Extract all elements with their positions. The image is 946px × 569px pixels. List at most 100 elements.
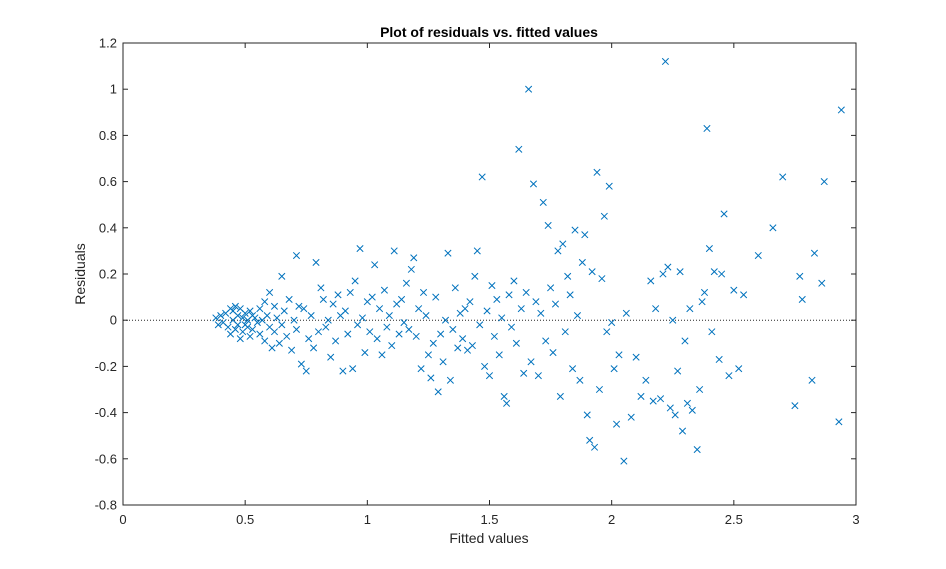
- data-markers: [212, 57, 845, 465]
- chart-title: Plot of residuals vs. fitted values: [380, 24, 598, 40]
- data-point-marker: [510, 277, 518, 285]
- data-point-marker: [285, 295, 293, 303]
- data-point-marker: [779, 173, 787, 181]
- data-point-marker: [598, 275, 606, 283]
- data-point-marker: [656, 395, 665, 403]
- data-point-marker: [586, 436, 594, 444]
- data-point-marker: [769, 224, 777, 232]
- data-point-marker: [461, 305, 469, 313]
- data-point-marker: [569, 365, 577, 373]
- data-point-marker: [385, 312, 393, 320]
- y-tick-label: 0.2: [99, 267, 117, 282]
- y-tick-label: -0.6: [95, 451, 117, 466]
- data-point-marker: [532, 298, 540, 306]
- data-point-marker: [429, 339, 437, 347]
- data-point-marker: [583, 411, 591, 419]
- data-point-marker: [283, 332, 291, 340]
- data-point-marker: [234, 312, 242, 320]
- data-point-marker: [593, 168, 601, 176]
- data-point-marker: [444, 249, 452, 257]
- data-point-marker: [498, 314, 506, 322]
- data-point-marker: [664, 263, 672, 271]
- data-point-marker: [400, 318, 408, 327]
- data-point-marker: [615, 351, 623, 359]
- data-point-marker: [295, 302, 303, 310]
- data-point-marker: [266, 288, 274, 297]
- data-point-marker: [251, 314, 259, 322]
- data-point-marker: [603, 328, 611, 336]
- data-point-marker: [356, 245, 364, 253]
- data-point-marker: [244, 323, 252, 331]
- x-tick-label: 3: [852, 512, 859, 527]
- data-point-marker: [351, 277, 359, 285]
- data-point-marker: [551, 300, 560, 308]
- data-point-marker: [537, 309, 545, 317]
- data-point-marker: [214, 321, 222, 329]
- data-point-marker: [424, 351, 432, 359]
- data-point-marker: [378, 351, 386, 359]
- data-point-marker: [253, 318, 261, 327]
- data-point-marker: [588, 268, 596, 276]
- x-tick-label: 1.5: [480, 512, 498, 527]
- data-point-marker: [422, 312, 430, 320]
- data-point-marker: [612, 420, 621, 428]
- data-point-marker: [270, 328, 279, 336]
- data-point-marker: [390, 247, 398, 255]
- data-point-marker: [696, 385, 704, 394]
- data-point-marker: [490, 332, 498, 340]
- data-point-marker: [810, 249, 819, 257]
- data-point-marker: [478, 173, 486, 181]
- plot-frame: [122, 42, 857, 506]
- data-point-marker: [605, 182, 613, 190]
- x-tick-label: 0: [119, 512, 126, 527]
- data-point-marker: [571, 226, 579, 234]
- data-point-marker: [280, 307, 288, 315]
- data-point-marker: [322, 323, 330, 331]
- data-point-marker: [581, 231, 589, 239]
- data-point-marker: [818, 279, 826, 287]
- data-point-marker: [332, 337, 340, 345]
- data-point-marker: [517, 305, 525, 313]
- data-point-marker: [647, 277, 655, 285]
- data-point-marker: [754, 251, 762, 260]
- data-point-marker: [441, 316, 450, 324]
- data-point-marker: [620, 457, 628, 465]
- data-point-marker: [534, 372, 542, 380]
- data-point-marker: [600, 212, 608, 220]
- data-point-marker: [725, 372, 733, 380]
- data-point-marker: [419, 288, 428, 297]
- data-point-marker: [368, 293, 376, 301]
- data-point-marker: [292, 325, 301, 333]
- data-point-marker: [314, 328, 323, 336]
- data-point-marker: [542, 337, 550, 345]
- data-point-marker: [344, 330, 352, 338]
- data-point-marker: [493, 295, 501, 303]
- data-point-marker: [808, 376, 816, 384]
- data-point-marker: [652, 305, 660, 313]
- data-point-marker: [432, 293, 440, 301]
- data-point-marker: [525, 85, 533, 93]
- data-point-marker: [241, 309, 249, 317]
- x-tick-label: 2: [608, 512, 615, 527]
- data-point-marker: [466, 298, 474, 306]
- data-point-marker: [427, 374, 435, 382]
- data-point-marker: [346, 288, 354, 297]
- data-point-marker: [798, 295, 806, 303]
- data-point-marker: [407, 265, 415, 273]
- data-point-marker: [371, 261, 379, 269]
- data-point-marker: [473, 247, 481, 255]
- data-point-marker: [439, 358, 447, 366]
- y-tick-label: 1: [110, 82, 117, 97]
- data-point-marker: [659, 270, 667, 278]
- data-point-marker: [796, 272, 804, 280]
- data-point-marker: [637, 392, 645, 400]
- data-point-marker: [405, 325, 413, 333]
- data-point-marker: [471, 272, 479, 280]
- data-point-marker: [522, 288, 530, 297]
- data-point-marker: [319, 295, 327, 303]
- data-point-marker: [312, 258, 320, 267]
- data-point-marker: [380, 286, 388, 294]
- data-point-marker: [275, 339, 283, 347]
- data-point-marker: [720, 210, 728, 218]
